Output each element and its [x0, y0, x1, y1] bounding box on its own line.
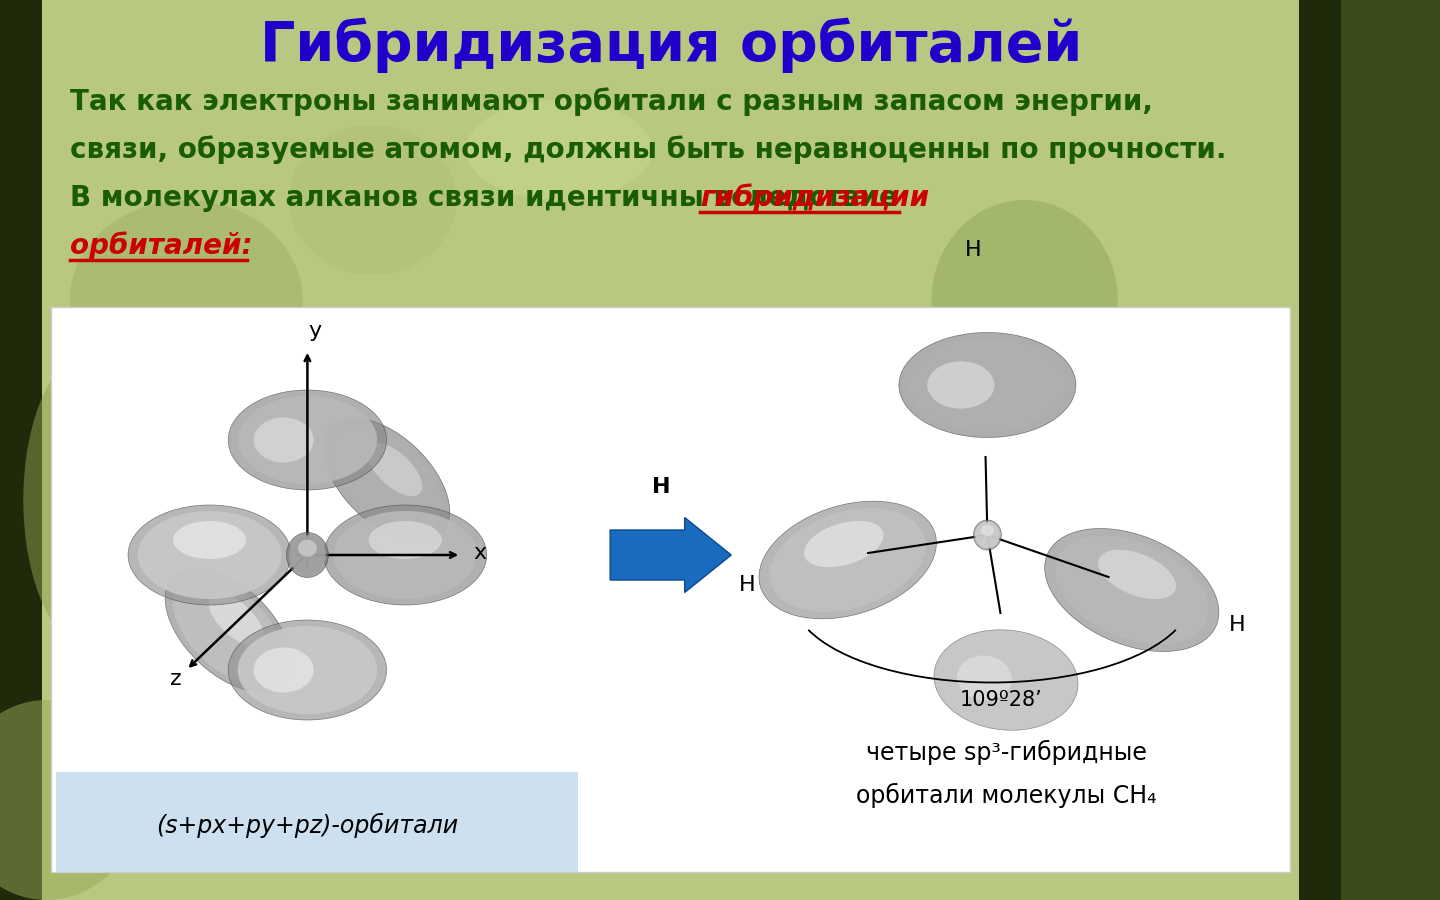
Bar [0, 0, 42, 900]
Ellipse shape [71, 200, 302, 400]
Ellipse shape [1165, 550, 1257, 850]
Ellipse shape [238, 396, 377, 484]
Ellipse shape [324, 505, 487, 605]
Ellipse shape [1099, 550, 1176, 599]
Text: орбитали молекулы CH₄: орбитали молекулы CH₄ [855, 782, 1156, 807]
Bar [56, 772, 577, 872]
Ellipse shape [138, 511, 281, 599]
Text: гибридизации: гибридизации [700, 184, 930, 212]
Ellipse shape [238, 626, 377, 714]
Text: Так как электроны занимают орбитали с разным запасом энергии,: Так как электроны занимают орбитали с ра… [71, 87, 1153, 116]
Ellipse shape [958, 655, 1012, 700]
Text: x: x [474, 543, 487, 563]
Ellipse shape [228, 620, 386, 720]
Ellipse shape [173, 521, 246, 559]
Text: H: H [652, 477, 671, 497]
Ellipse shape [927, 362, 995, 409]
Ellipse shape [981, 525, 994, 536]
Text: z: z [170, 669, 181, 689]
Ellipse shape [228, 390, 386, 490]
Text: H: H [1228, 615, 1246, 635]
Ellipse shape [804, 521, 884, 567]
Ellipse shape [367, 443, 422, 496]
Text: Гибридизация орбиталей: Гибридизация орбиталей [259, 17, 1081, 73]
Ellipse shape [173, 575, 284, 685]
Ellipse shape [253, 418, 314, 463]
Ellipse shape [759, 501, 936, 619]
Ellipse shape [334, 511, 477, 599]
Bar [1299, 0, 1342, 900]
Text: H: H [965, 240, 982, 260]
Ellipse shape [0, 700, 140, 900]
Ellipse shape [973, 520, 1001, 550]
Ellipse shape [298, 540, 317, 557]
Ellipse shape [289, 125, 456, 275]
FancyArrow shape [611, 518, 732, 592]
Ellipse shape [186, 325, 373, 475]
Text: В молекулах алканов связи идентичны вследствие: В молекулах алканов связи идентичны всле… [71, 184, 907, 212]
Ellipse shape [975, 522, 999, 548]
Text: H: H [739, 575, 756, 595]
Text: связи, образуемые атомом, должны быть неравноценны по прочности.: связи, образуемые атомом, должны быть не… [71, 136, 1227, 165]
Text: (s+px+py+pz)-орбитали: (s+px+py+pz)-орбитали [157, 813, 458, 838]
Ellipse shape [1056, 536, 1208, 644]
Ellipse shape [465, 100, 652, 200]
Ellipse shape [287, 533, 328, 578]
Text: орбиталей:: орбиталей: [71, 231, 252, 260]
Bar [52, 307, 1290, 872]
Ellipse shape [943, 635, 1070, 724]
Ellipse shape [166, 568, 291, 692]
Ellipse shape [289, 536, 325, 575]
Ellipse shape [23, 350, 163, 650]
Text: четыре sp³-гибридные: четыре sp³-гибридные [865, 740, 1146, 765]
Ellipse shape [935, 630, 1079, 730]
Ellipse shape [932, 200, 1117, 400]
Ellipse shape [1048, 375, 1188, 625]
Ellipse shape [369, 521, 442, 559]
Ellipse shape [769, 508, 926, 612]
Ellipse shape [331, 426, 442, 535]
Ellipse shape [1044, 528, 1218, 652]
Ellipse shape [253, 647, 314, 692]
Ellipse shape [128, 505, 291, 605]
Text: y: y [308, 321, 321, 341]
Ellipse shape [209, 593, 264, 646]
Ellipse shape [910, 338, 1066, 431]
Ellipse shape [324, 418, 449, 542]
Text: 109º28’: 109º28’ [960, 690, 1043, 710]
Ellipse shape [899, 332, 1076, 437]
